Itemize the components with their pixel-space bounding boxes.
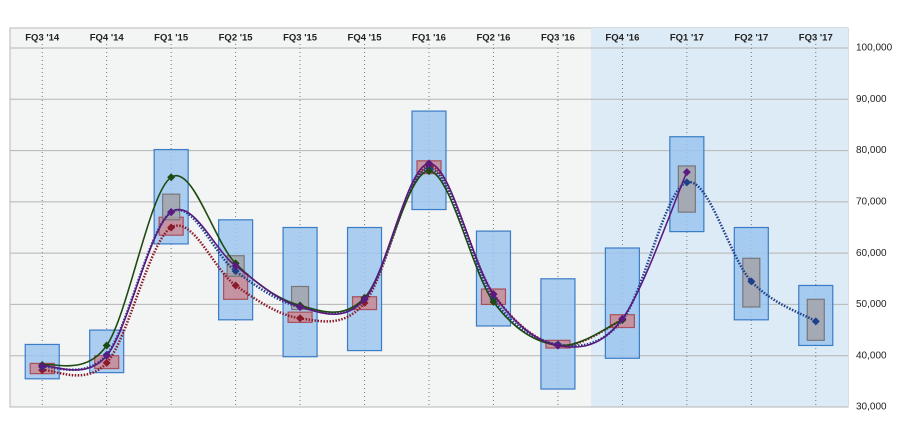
trend-line: [42, 164, 623, 377]
x-tick-label: FQ1 '17: [670, 33, 704, 44]
point-marker: [489, 297, 498, 306]
point-marker: [682, 168, 691, 177]
y-tick-label: 50,000: [856, 299, 887, 310]
y-tick-label: 90,000: [856, 94, 887, 105]
point-marker: [811, 317, 820, 326]
point-marker: [618, 314, 627, 323]
point-marker: [425, 167, 433, 176]
point-marker: [167, 223, 176, 232]
x-tick-label: FQ1 '15: [154, 33, 189, 44]
x-tick-label: FQ3 '17: [799, 33, 833, 44]
point-marker: [231, 261, 240, 270]
point-marker: [231, 267, 240, 276]
point-marker: [296, 314, 305, 323]
x-tick-label: FQ2 '16: [476, 33, 510, 44]
y-tick-label: 80,000: [856, 145, 887, 156]
point-marker: [38, 361, 47, 370]
range-box: [346, 226, 383, 352]
point-marker: [102, 351, 111, 360]
x-tick-label: FQ4 '15: [348, 33, 383, 44]
point-marker: [167, 208, 176, 217]
range-box: [540, 278, 576, 390]
trend-line: [42, 162, 688, 371]
range-box: [282, 226, 318, 358]
point-marker: [231, 281, 240, 290]
y-tick-label: 70,000: [856, 196, 887, 207]
point-marker: [425, 159, 433, 168]
range-box: [604, 247, 640, 359]
y-tick-label: 60,000: [856, 248, 887, 259]
trend-line: [42, 170, 623, 367]
y-tick-label: 100,000: [856, 43, 893, 54]
point-marker: [747, 277, 756, 286]
point-marker: [360, 295, 369, 304]
point-marker: [167, 173, 176, 182]
point-marker: [102, 358, 111, 367]
y-tick-label: 30,000: [856, 402, 887, 413]
x-tick-label: FQ4 '14: [90, 33, 125, 44]
point-marker: [489, 290, 498, 299]
x-tick-label: FQ1 '16: [412, 33, 446, 44]
range-box: [162, 193, 181, 221]
x-tick-label: FQ3 '16: [541, 33, 575, 44]
x-tick-label: FQ3 '15: [283, 33, 318, 44]
range-box: [218, 219, 254, 321]
x-tick-label: FQ4 '16: [605, 33, 639, 44]
point-marker: [296, 302, 305, 311]
y-tick-label: 40,000: [856, 350, 887, 361]
x-tick-label: FQ2 '17: [734, 33, 768, 44]
point-marker: [682, 178, 691, 187]
point-marker: [102, 341, 111, 350]
point-marker: [553, 341, 562, 350]
x-tick-label: FQ3 '14: [25, 33, 60, 44]
x-tick-label: FQ2 '15: [219, 33, 254, 44]
